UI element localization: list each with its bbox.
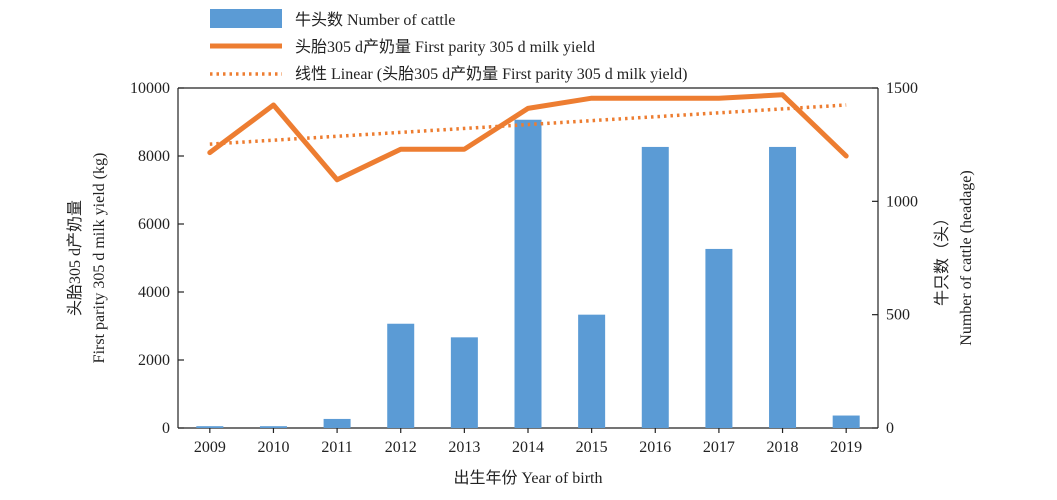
left-axis-title-line1: 头胎305 d产奶量 <box>66 200 84 316</box>
bar-cattle-2010 <box>259 426 287 428</box>
bar-cattle-2019 <box>832 415 860 428</box>
right-tick-label-0: 0 <box>886 420 894 437</box>
bar-cattle-2009 <box>196 426 224 428</box>
x-tick-label-2009: 2009 <box>194 439 226 456</box>
lines-layer <box>207 92 849 183</box>
left-tick-label-2000: 2000 <box>138 352 170 369</box>
right-axis-title-line2: Number of cattle (headage) <box>958 170 975 345</box>
legend-label-linear: 线性 Linear (头胎305 d产奶量 First parity 305 d… <box>295 65 687 83</box>
legend-swatch-cattle <box>210 9 282 28</box>
x-tick-label-2017: 2017 <box>703 439 735 456</box>
right-y-axis-ticks: 0 500 1000 1500 <box>872 80 918 437</box>
left-tick-label-8000: 8000 <box>138 148 170 165</box>
left-y-axis-ticks: 0 2000 4000 6000 8000 10000 <box>130 80 184 437</box>
x-tick-label-2011: 2011 <box>321 439 352 456</box>
x-tick-label-2016: 2016 <box>639 439 671 456</box>
bar-cattle-2017 <box>705 248 733 428</box>
x-tick-label-2010: 2010 <box>257 439 289 456</box>
left-axis-title: 头胎305 d产奶量 First parity 305 d milk yield… <box>66 153 108 364</box>
x-tick-label-2018: 2018 <box>767 439 799 456</box>
legend-label-milk-yield: 头胎305 d产奶量 First parity 305 d milk yield <box>295 38 595 56</box>
left-tick-label-10000: 10000 <box>130 80 170 97</box>
bar-cattle-2015 <box>578 314 606 428</box>
bar-cattle-2012 <box>387 323 415 428</box>
x-tick-label-2019: 2019 <box>830 439 862 456</box>
x-tick-label-2012: 2012 <box>385 439 417 456</box>
x-tick-label-2015: 2015 <box>576 439 608 456</box>
right-tick-label-1500: 1500 <box>886 80 918 97</box>
legend-label-cattle: 牛头数 Number of cattle <box>295 11 455 29</box>
bar-cattle-2016 <box>641 146 669 428</box>
legend: 牛头数 Number of cattle 头胎305 d产奶量 First pa… <box>210 9 687 83</box>
left-tick-label-6000: 6000 <box>138 216 170 233</box>
right-axis-title-line1: 牛只数（头） <box>933 210 951 306</box>
right-tick-label-500: 500 <box>886 307 910 324</box>
bar-cattle-2018 <box>769 146 797 428</box>
bar-cattle-2014 <box>514 119 542 428</box>
line-linear-trend <box>209 103 847 146</box>
right-tick-label-1000: 1000 <box>886 193 918 210</box>
left-axis-title-line2: First parity 305 d milk yield (kg) <box>91 153 108 364</box>
x-axis-ticks: 2009 2010 2011 2012 2013 2014 2015 2016 2017 2018… <box>194 428 862 456</box>
x-tick-label-2014: 2014 <box>512 439 544 456</box>
left-tick-label-0: 0 <box>162 420 170 437</box>
x-tick-label-2013: 2013 <box>448 439 480 456</box>
x-axis-title: 出生年份 Year of birth <box>453 469 602 487</box>
line-milk-yield <box>207 92 849 183</box>
bar-cattle-2011 <box>323 418 351 428</box>
bars-layer <box>196 119 860 428</box>
left-tick-label-4000: 4000 <box>138 284 170 301</box>
right-axis-title: 牛只数（头） Number of cattle (headage) <box>933 170 975 345</box>
bar-cattle-2013 <box>450 337 478 428</box>
